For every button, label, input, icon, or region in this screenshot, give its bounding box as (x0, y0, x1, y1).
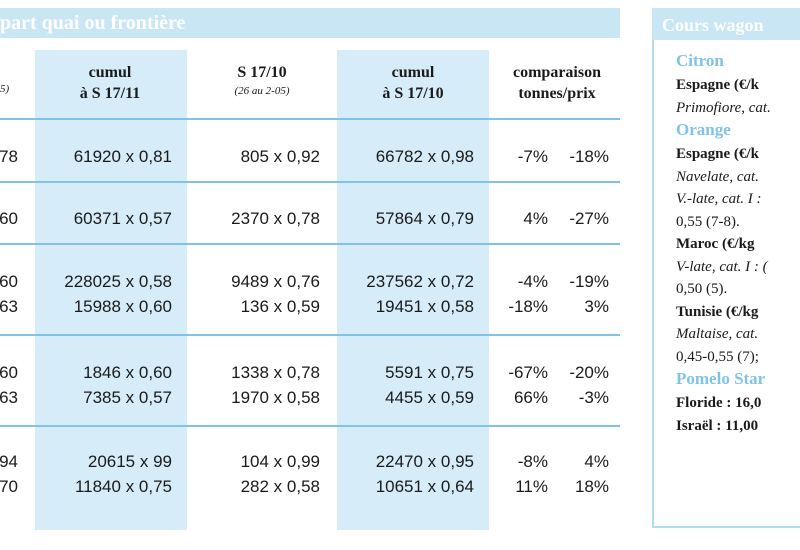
table-cell-lead: 70 (0, 477, 18, 496)
header-title-line2: à S 17/11 (79, 85, 141, 102)
table-cell-c3: 237562 x 0,72 (366, 272, 474, 291)
side-title: Cours wagon (662, 15, 764, 35)
table-cell-c1: 1846 x 0,60 (83, 363, 172, 382)
table-cell-c1: 7385 x 0,57 (83, 388, 172, 407)
header-cumul-s17-10: cumul à S 17/10 (343, 62, 483, 104)
table-cell-c3: 5591 x 0,75 (385, 363, 474, 382)
table-cell-c2: 805 x 0,92 (240, 147, 320, 166)
header-title: comparaison (513, 64, 601, 81)
table-cell-c3: 66782 x 0,98 (375, 147, 474, 166)
table-cell-lead: 63 (0, 297, 18, 316)
table-header-bar (0, 8, 620, 38)
header-subtitle: (26 au 2-05) (234, 85, 290, 97)
table-cell-c1: 15988 x 0,60 (73, 297, 172, 316)
header-title: cumul (391, 64, 435, 81)
table-title: part quai ou frontière (0, 12, 186, 34)
row-separator (0, 181, 620, 183)
side-category: Citron (676, 51, 724, 70)
table-cell-c1: 61920 x 0,81 (73, 147, 172, 166)
table-cell-pp: 3% (584, 297, 609, 316)
table-cell-c1: 228025 x 0,58 (64, 272, 172, 291)
table-cell-lead: 63 (0, 388, 18, 407)
table-cell-pp: 18% (574, 477, 609, 496)
table-cell-lead: 60 (0, 363, 18, 382)
side-line: V.-late, cat. I : (676, 191, 762, 207)
side-line: Israël : 11,00 (676, 417, 759, 434)
header-s17-10: S 17/10 (26 au 2-05) (192, 62, 332, 99)
column-highlight-cumul-10 (337, 50, 489, 530)
header-title-line2: tonnes/prix (518, 85, 596, 102)
row-separator (0, 118, 620, 120)
table-cell-c1: 60371 x 0,57 (73, 209, 172, 228)
table-cell-c2: 104 x 0,99 (240, 452, 320, 471)
table-cell-pp: -19% (569, 272, 609, 291)
table-cell-c3: 19451 x 0,58 (375, 297, 474, 316)
table-cell-c2: 9489 x 0,76 (231, 272, 320, 291)
table-cell-c2: 282 x 0,58 (240, 477, 320, 496)
table-cell-pt: -67% (508, 363, 548, 382)
table-cell-c2: 1338 x 0,78 (231, 363, 320, 382)
table-cell-lead: 78 (0, 147, 18, 166)
table-cell-c2: 136 x 0,59 (240, 297, 320, 316)
table-cell-c3: 57864 x 0,79 (375, 209, 474, 228)
side-category: Pomelo Star (676, 369, 766, 388)
header-title: S 17/10 (237, 64, 287, 81)
header-title: cumul (88, 64, 132, 81)
side-line: 0,45-0,55 (7); (676, 348, 759, 365)
row-separator (0, 334, 620, 336)
table-cell-pt: -4% (517, 272, 548, 291)
table-cell-c3: 4455 x 0,59 (385, 388, 474, 407)
table-cell-pt: 66% (513, 388, 548, 407)
side-line: 0,55 (7-8). (676, 213, 740, 230)
side-line: Navelate, cat. (676, 168, 759, 185)
side-header-bar (652, 8, 800, 40)
row-separator (0, 243, 620, 245)
table-cell-lead: 60 (0, 209, 18, 228)
side-line: Maltaise, cat. (676, 326, 759, 342)
table-cell-c3: 10651 x 0,64 (375, 477, 474, 496)
table-cell-lead: 94 (0, 452, 18, 471)
table-cell-pp: -20% (569, 363, 609, 382)
table-cell-c3: 22470 x 0,95 (375, 452, 474, 471)
table-cell-pt: -7% (517, 147, 548, 166)
table-cell-c2: 2370 x 0,78 (231, 209, 320, 228)
header-title-line2: à S 17/10 (382, 85, 444, 102)
side-line: Tunisie (€/kg (676, 303, 759, 320)
table-cell-pt: -8% (517, 452, 548, 471)
column-highlight-cumul-11 (35, 50, 187, 530)
table-cell-pp: 4% (584, 452, 609, 471)
side-category: Orange (676, 120, 731, 139)
side-line: Espagne (€/k (676, 146, 759, 162)
table-cell-lead: 60 (0, 272, 18, 291)
table-cell-pt: -18% (508, 297, 548, 316)
table-cell-c1: 20615 x 99 (87, 452, 172, 471)
side-line: V-late, cat. I : ( (676, 258, 768, 275)
table-cell-pt: 11% (515, 477, 548, 496)
header-comparaison: comparaison tonnes/prix (494, 62, 620, 104)
table-cell-c1: 11840 x 0,75 (74, 477, 172, 496)
side-line: Espagne (€/k (676, 77, 759, 93)
row-separator (0, 425, 620, 427)
side-line: Primofiore, cat. (676, 99, 771, 116)
table-cell-c2: 1970 x 0,58 (231, 388, 320, 407)
table-cell-pp: -27% (569, 209, 609, 228)
side-line: Maroc (€/kg (676, 236, 755, 252)
table-cell-pp: -3% (578, 388, 609, 407)
side-line: 0,50 (5). (676, 281, 728, 297)
table-cell-pt: 4% (523, 209, 548, 228)
header-fragment: 5) (0, 83, 10, 95)
table-cell-pp: -18% (569, 147, 609, 166)
header-cumul-s17-11: cumul à S 17/11 (40, 62, 180, 104)
side-line: Floride : 16,0 (676, 395, 762, 411)
